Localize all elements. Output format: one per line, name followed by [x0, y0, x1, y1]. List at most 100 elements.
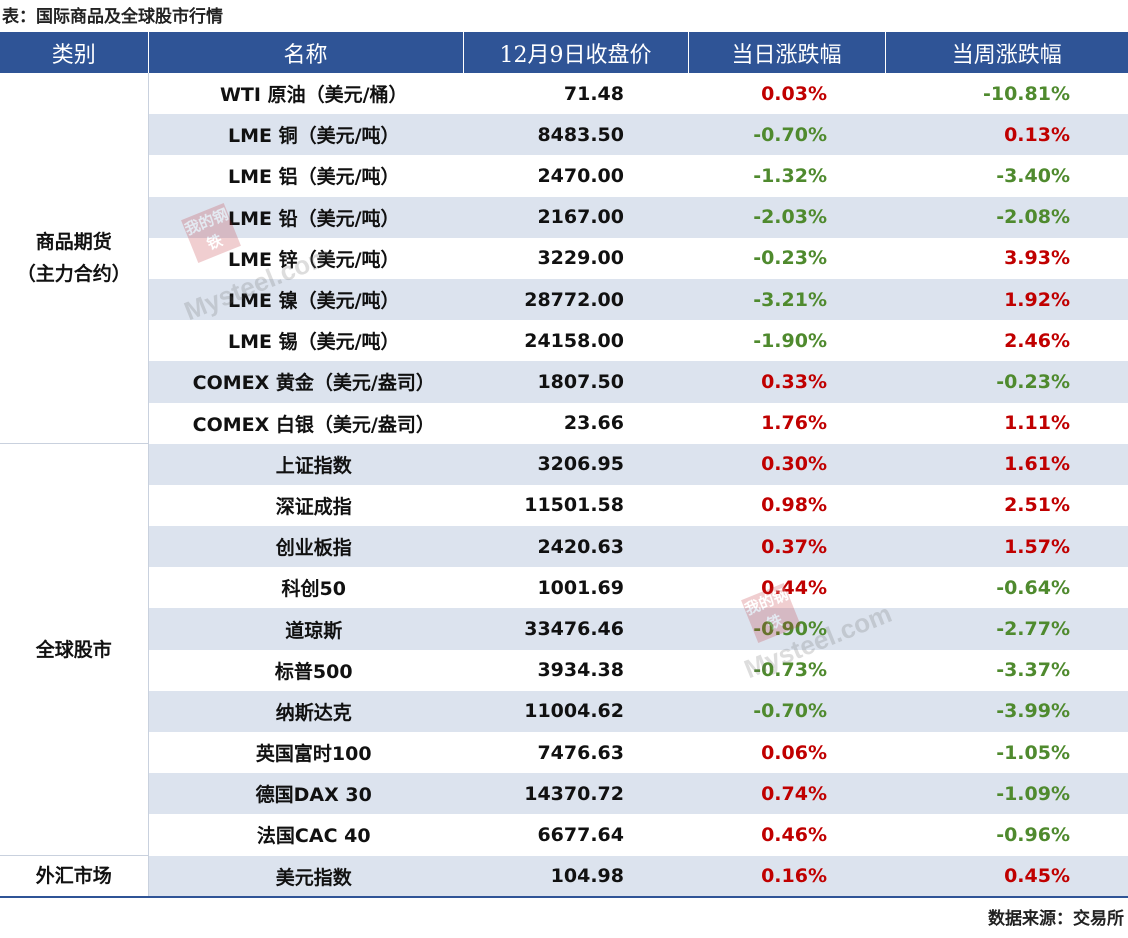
- day-change: 0.98%: [761, 494, 827, 517]
- table-row: 深证成指 11501.58 0.98% 2.51%: [0, 485, 1128, 526]
- day-change: -2.03%: [688, 196, 885, 238]
- week-change: -2.77%: [885, 608, 1128, 650]
- week-change: 1.57%: [885, 526, 1128, 568]
- category-sublabel: （主力合约）: [16, 263, 131, 286]
- table-row: 标普500 3934.38 -0.73% -3.37%: [0, 650, 1128, 691]
- week-change: -0.96%: [996, 823, 1070, 846]
- week-change: 2.46%: [1004, 329, 1070, 352]
- table-caption: 表：国际商品及全球股市行情: [2, 7, 223, 27]
- table-row: 道琼斯 33476.46 -0.90% -2.77%: [0, 608, 1128, 650]
- week-change: -3.37%: [996, 659, 1070, 682]
- data-source: 数据来源：交易所: [988, 909, 1124, 929]
- table-row: 商品期货 （主力合约） WTI 原油（美元/桶） 71.48 0.03% -10.81%: [0, 73, 1128, 445]
- week-change: 3.93%: [1004, 247, 1070, 270]
- instrument-name: 道琼斯: [148, 608, 463, 650]
- instrument-name: LME 锌（美元/吨）: [227, 248, 400, 271]
- close-price: 71.48: [563, 82, 624, 105]
- close-price: 11501.58: [524, 494, 624, 517]
- close-price: 8483.50: [463, 114, 688, 156]
- header-day-change: 当日涨跌幅: [687, 32, 885, 73]
- instrument-name: LME 镍（美元/吨）: [148, 278, 463, 321]
- day-change: -0.70%: [688, 114, 885, 156]
- week-change: 1.11%: [1004, 412, 1070, 435]
- day-change: -1.90%: [753, 329, 827, 352]
- day-change: 0.06%: [761, 741, 827, 764]
- header-week-change: 当周涨跌幅: [884, 32, 1128, 73]
- table-row: 纳斯达克 11004.62 -0.70% -3.99%: [0, 690, 1128, 732]
- table-row: 全球股市 上证指数 3206.95 0.30% 1.61%: [0, 443, 1128, 857]
- category-cell: 商品期货 （主力合约）: [0, 73, 149, 445]
- market-table: 类别 名称 12月9日收盘价 当日涨跌幅 当周涨跌幅 商品期货 （主力合约） WTI…: [0, 32, 1128, 898]
- table-row: 英国富时100 7476.63 0.06% -1.05%: [0, 732, 1128, 773]
- day-change: 0.33%: [688, 361, 885, 403]
- instrument-name: LME 铅（美元/吨）: [148, 196, 463, 238]
- day-change: -0.23%: [753, 247, 827, 270]
- table-row: LME 镍（美元/吨） 28772.00 -3.21% 1.92%: [0, 278, 1128, 321]
- table-row: 法国CAC 40 6677.64 0.46% -0.96%: [0, 814, 1128, 855]
- table-body: 商品期货 （主力合约） WTI 原油（美元/桶） 71.48 0.03% -10.81% L…: [0, 73, 1128, 898]
- day-change: -0.90%: [688, 608, 885, 650]
- instrument-name: 创业板指: [148, 526, 463, 568]
- instrument-name: 英国富时100: [255, 743, 372, 766]
- day-change: -0.73%: [753, 659, 827, 682]
- day-change: 0.44%: [761, 576, 827, 599]
- close-price: 11004.62: [463, 690, 688, 732]
- table-row: LME 铜（美元/吨） 8483.50 -0.70% 0.13%: [0, 114, 1128, 156]
- week-change: 1.61%: [885, 443, 1128, 485]
- table-row: LME 锡（美元/吨） 24158.00 -1.90% 2.46%: [0, 320, 1128, 361]
- bottom-rule: [0, 896, 1128, 898]
- week-change: -1.05%: [996, 741, 1070, 764]
- instrument-name: 上证指数: [148, 443, 463, 485]
- table-row: COMEX 白银（美元/盎司） 23.66 1.76% 1.11%: [0, 403, 1128, 444]
- table-row: LME 锌（美元/吨） 3229.00 -0.23% 3.93%: [0, 238, 1128, 279]
- instrument-name: LME 铜（美元/吨）: [148, 114, 463, 156]
- close-price: 2470.00: [537, 164, 624, 187]
- close-price: 1807.50: [463, 361, 688, 403]
- week-change: -3.40%: [996, 164, 1070, 187]
- week-change: 2.51%: [1004, 494, 1070, 517]
- week-change: -2.08%: [885, 196, 1128, 238]
- day-change: -0.70%: [688, 690, 885, 732]
- day-change: -3.21%: [688, 278, 885, 321]
- instrument-name: 纳斯达克: [148, 690, 463, 732]
- table-row: 创业板指 2420.63 0.37% 1.57%: [0, 526, 1128, 568]
- week-change: -1.09%: [885, 773, 1128, 815]
- table-row: LME 铅（美元/吨） 2167.00 -2.03% -2.08%: [0, 196, 1128, 238]
- day-change: 0.46%: [761, 823, 827, 846]
- close-price: 1001.69: [537, 576, 624, 599]
- week-change: -0.64%: [996, 576, 1070, 599]
- day-change: 0.03%: [761, 82, 827, 105]
- close-price: 23.66: [563, 412, 624, 435]
- instrument-name: LME 铝（美元/吨）: [227, 166, 400, 189]
- close-price: 6677.64: [537, 823, 624, 846]
- week-change: 0.13%: [885, 114, 1128, 156]
- day-change: 0.16%: [688, 855, 885, 897]
- instrument-name: 德国DAX 30: [148, 773, 463, 815]
- header-category: 类别: [0, 32, 148, 73]
- header-price: 12月9日收盘价: [462, 32, 688, 73]
- close-price: 33476.46: [463, 608, 688, 650]
- instrument-name: 科创50: [281, 578, 346, 601]
- week-change: -0.23%: [885, 361, 1128, 403]
- week-change: -10.81%: [982, 82, 1070, 105]
- category-label: 外汇市场: [35, 865, 112, 888]
- category-cell: 外汇市场: [0, 855, 149, 898]
- close-price: 104.98: [463, 855, 688, 897]
- day-change: 1.76%: [761, 412, 827, 435]
- close-price: 3229.00: [537, 247, 624, 270]
- instrument-name: WTI 原油（美元/桶）: [219, 84, 408, 107]
- header-row: 类别 名称 12月9日收盘价 当日涨跌幅 当周涨跌幅: [0, 32, 1128, 73]
- table-row: COMEX 黄金（美元/盎司） 1807.50 0.33% -0.23%: [0, 361, 1128, 403]
- instrument-name: 标普500: [274, 660, 353, 683]
- day-change: 0.30%: [688, 443, 885, 485]
- close-price: 24158.00: [524, 329, 624, 352]
- table-row: 外汇市场 美元指数 104.98 0.16% 0.45%: [0, 855, 1128, 898]
- instrument-name: COMEX 黄金（美元/盎司）: [148, 361, 463, 403]
- week-change: 1.92%: [885, 278, 1128, 321]
- close-price: 28772.00: [463, 278, 688, 321]
- instrument-name: 美元指数: [148, 855, 463, 897]
- table-row: 德国DAX 30 14370.72 0.74% -1.09%: [0, 773, 1128, 815]
- instrument-name: 法国CAC 40: [256, 825, 371, 848]
- instrument-name: COMEX 白银（美元/盎司）: [192, 413, 435, 436]
- close-price: 7476.63: [537, 741, 624, 764]
